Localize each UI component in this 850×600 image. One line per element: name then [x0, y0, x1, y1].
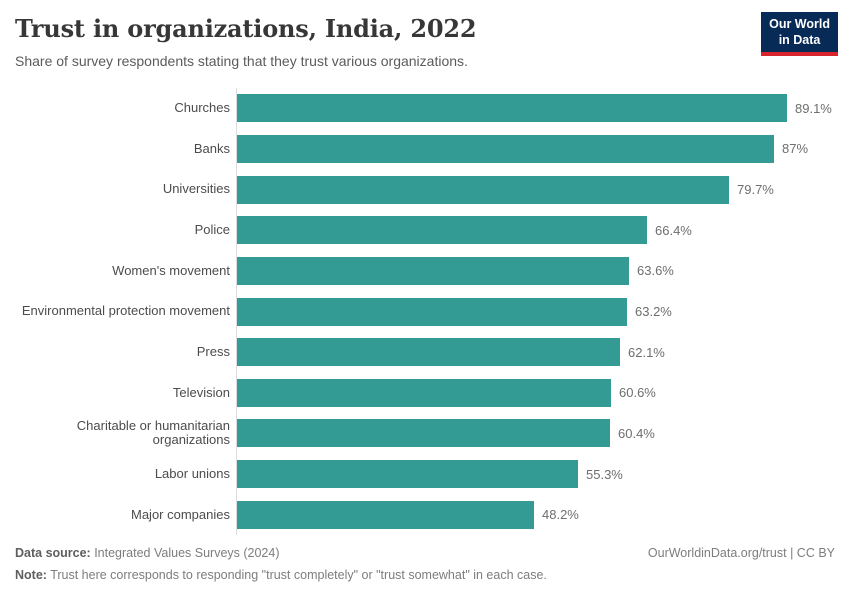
value-label: 48.2% [542, 507, 579, 523]
value-label: 60.4% [618, 425, 655, 441]
footer-sources-row: Data source: Integrated Values Surveys (… [15, 546, 835, 560]
bar-zone: 62.1% [237, 332, 838, 373]
category-label: Banks [10, 128, 237, 170]
value-label: 87% [782, 141, 809, 157]
data-source-value: Integrated Values Surveys (2024) [90, 546, 280, 560]
bar-row: Labor unions 55.3% [10, 453, 838, 495]
footer-note-row: Note: Trust here corresponds to respondi… [15, 568, 835, 582]
bar-zone: 66.4% [237, 210, 838, 251]
note-value: Trust here corresponds to responding "tr… [46, 568, 547, 582]
category-label: Universities [10, 169, 237, 210]
bar[interactable] [237, 216, 647, 245]
category-label: Television [10, 372, 237, 414]
value-label: 79.7% [737, 182, 774, 198]
category-label: Charitable or humanitarian organizations [10, 413, 237, 454]
value-label: 62.1% [628, 344, 665, 360]
category-label: Police [10, 209, 237, 251]
value-label: 60.6% [619, 385, 656, 401]
bar-row: Press 62.1% [10, 331, 838, 373]
bar-zone: 79.7% [237, 169, 838, 210]
owid-logo-text-line1: Our World [769, 17, 830, 31]
owid-logo-text-line2: in Data [778, 32, 821, 47]
bar[interactable] [237, 338, 620, 367]
bar-zone: 63.6% [237, 251, 838, 292]
bar-row: Major companies 48.2% [10, 494, 838, 536]
bar[interactable] [237, 175, 729, 204]
page-subtitle: Share of survey respondents stating that… [15, 53, 468, 69]
bar-zone: 87% [237, 129, 838, 170]
owid-logo: Our World in Data [761, 12, 838, 57]
bar[interactable] [237, 500, 534, 529]
bar[interactable] [237, 297, 627, 326]
bar-zone: 63.2% [237, 291, 838, 332]
bar-zone: 60.4% [237, 413, 838, 454]
data-source-text: Data source: Integrated Values Surveys (… [15, 546, 280, 560]
page-title: Trust in organizations, India, 2022 [15, 14, 477, 43]
value-label: 63.6% [637, 263, 674, 279]
bar-zone: 89.1% [237, 88, 838, 129]
bar[interactable] [237, 460, 578, 489]
bar-chart: Churches 89.1% Banks 87% Universities 79.7% Po… [10, 88, 838, 536]
category-label: Environmental protection movement [10, 291, 237, 332]
bar-row: Universities 79.7% [10, 169, 838, 210]
bar-row: Environmental protection movement 63.2% [10, 291, 838, 332]
bar[interactable] [237, 94, 787, 123]
bar-row: Charitable or humanitarian organizations… [10, 413, 838, 454]
value-label: 66.4% [655, 222, 692, 238]
bar-row: Women's movement 63.6% [10, 250, 838, 292]
value-label: 55.3% [586, 466, 623, 482]
bar[interactable] [237, 419, 610, 448]
category-label: Churches [10, 88, 237, 129]
attribution-link[interactable]: OurWorldinData.org/trust | CC BY [647, 546, 835, 560]
bar-row: Police 66.4% [10, 209, 838, 251]
bar-row: Banks 87% [10, 128, 838, 170]
category-label: Women's movement [10, 250, 237, 292]
bar-zone: 55.3% [237, 454, 838, 495]
bar-zone: 48.2% [237, 494, 838, 535]
bar[interactable] [237, 134, 774, 163]
bar-row: Television 60.6% [10, 372, 838, 414]
category-label: Labor unions [10, 453, 237, 495]
note-label: Note: [15, 568, 47, 582]
bar[interactable] [237, 378, 611, 407]
data-source-label: Data source: [15, 546, 91, 560]
value-label: 89.1% [795, 100, 832, 116]
value-label: 63.2% [635, 304, 672, 320]
bar[interactable] [237, 256, 629, 285]
bar-row: Churches 89.1% [10, 88, 838, 129]
bar-zone: 60.6% [237, 372, 838, 413]
category-label: Major companies [10, 494, 237, 536]
category-label: Press [10, 331, 237, 373]
